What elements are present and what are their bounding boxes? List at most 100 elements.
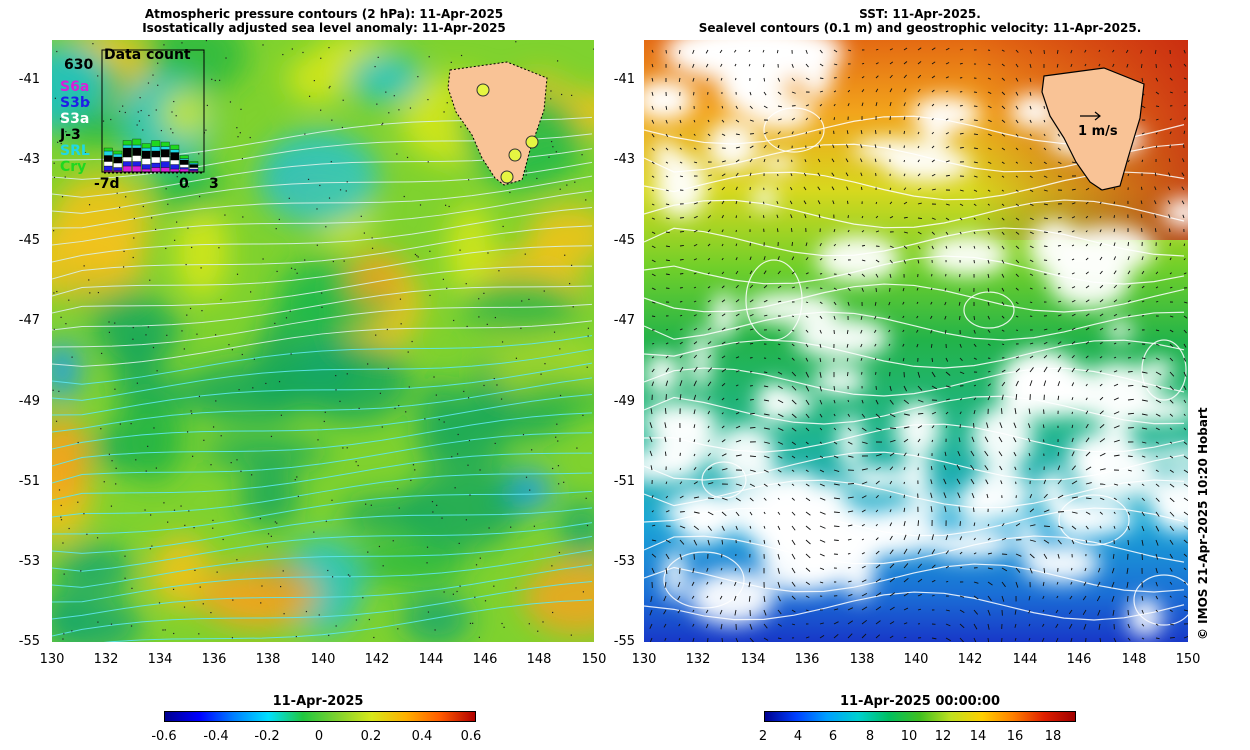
colorbar-tick: 0.2 <box>360 729 382 744</box>
inset-bar <box>141 143 151 149</box>
left-title: Atmospheric pressure contours (2 hPa): 1… <box>100 7 548 35</box>
y-tick: -51 <box>18 474 40 489</box>
x-tick: 134 <box>147 652 173 667</box>
inset-bar <box>160 146 170 150</box>
inset-bar <box>132 147 142 156</box>
x-tick: 134 <box>740 652 766 667</box>
colorbar-tick: 2 <box>758 729 768 744</box>
sea-level-colorbar <box>164 711 476 722</box>
inset-bar <box>160 161 170 168</box>
x-tick: 148 <box>1121 652 1147 667</box>
inset-bar <box>141 147 151 152</box>
tasmania-land <box>447 61 548 186</box>
inset-bar <box>170 152 180 161</box>
sst-colorbar <box>764 711 1076 722</box>
inset-bar <box>122 156 132 162</box>
inset-bar <box>122 165 132 173</box>
inset-bar <box>132 165 142 173</box>
y-tick: -41 <box>613 72 635 87</box>
colorbar-tick: -0.2 <box>254 729 280 744</box>
colorbar-tick: 18 <box>1044 729 1062 744</box>
inset-bar <box>179 159 189 165</box>
inset-bar <box>151 146 161 152</box>
x-tick: 150 <box>1175 652 1201 667</box>
inset-bar <box>113 167 123 171</box>
x-tick: 130 <box>39 652 65 667</box>
x-tick: 138 <box>849 652 875 667</box>
inset-max-count: 630 <box>64 57 94 73</box>
y-tick: -43 <box>613 152 635 167</box>
left-colorbar-title: 11-Apr-2025 <box>272 694 364 709</box>
inset-bar <box>179 164 189 168</box>
colorbar-tick: 0.6 <box>460 729 482 744</box>
x-tick: 150 <box>581 652 607 667</box>
inset-xtick-3: 3 <box>209 176 219 192</box>
colorbar-tick: 6 <box>828 729 838 744</box>
colorbar-tick: 8 <box>865 729 875 744</box>
colorbar-tick: 16 <box>1006 729 1024 744</box>
x-tick: 146 <box>472 652 498 667</box>
colorbar-tick: 4 <box>793 729 803 744</box>
inset-bar <box>160 141 170 147</box>
inset-bar <box>189 168 199 171</box>
inset-bar <box>122 140 132 146</box>
inset-legend-s3a: S3a <box>60 111 90 127</box>
velocity-scale-arrow <box>1080 111 1101 121</box>
x-tick: 138 <box>255 652 281 667</box>
inset-bar <box>189 164 199 168</box>
colorbar-tick: 12 <box>934 729 952 744</box>
inset-bar <box>170 164 180 170</box>
x-tick: 132 <box>93 652 119 667</box>
inset-bar <box>189 161 199 164</box>
colorbar-tick: -0.6 <box>151 729 177 744</box>
x-tick: 140 <box>310 652 336 667</box>
inset-bar <box>132 155 142 162</box>
inset-bar <box>103 165 113 171</box>
imos-credit: © IMOS 21-Apr-2025 10:20 Hobart <box>1196 407 1210 640</box>
colorbar-tick: 14 <box>969 729 987 744</box>
x-tick: 140 <box>903 652 929 667</box>
colorbar-tick: 0 <box>314 729 324 744</box>
y-tick: -53 <box>613 554 635 569</box>
y-tick: -49 <box>18 394 40 409</box>
inset-legend-s6a: S6a <box>60 79 90 95</box>
inset-bar <box>151 140 161 147</box>
y-tick: -55 <box>18 634 40 649</box>
y-tick: -53 <box>18 554 40 569</box>
sea-level-anomaly-map <box>52 40 594 642</box>
inset-bar <box>189 162 199 165</box>
sst-map <box>644 40 1188 642</box>
right-title-line1: SST: 11-Apr-2025. <box>859 7 981 21</box>
inset-bar <box>151 162 161 168</box>
inset-bar <box>103 147 113 152</box>
left-title-line1: Atmospheric pressure contours (2 hPa): 1… <box>144 7 504 21</box>
inset-bar <box>122 147 132 158</box>
y-tick: -49 <box>613 394 635 409</box>
inset-bar <box>141 150 151 159</box>
inset-title: Data count <box>104 47 191 63</box>
inset-bar <box>132 144 142 149</box>
colorbar-tick: -0.4 <box>203 729 229 744</box>
x-tick: 132 <box>685 652 711 667</box>
inset-bar <box>151 167 161 173</box>
inset-bar <box>141 164 151 170</box>
inset-bar <box>179 167 189 170</box>
inset-bar <box>113 156 123 164</box>
inset-legend-srl: SRL <box>60 143 90 159</box>
y-tick: -47 <box>18 313 40 328</box>
inset-bar <box>113 153 123 158</box>
tasmania-land-sst <box>1041 67 1145 191</box>
inset-xtick-minus7d: -7d <box>94 176 120 192</box>
inset-legend-j3: J-3 <box>60 127 81 143</box>
inset-legend-cry: Cry <box>60 159 87 175</box>
y-tick: -45 <box>613 233 635 248</box>
y-tick: -47 <box>613 313 635 328</box>
inset-bar <box>170 159 180 165</box>
tide-gauge-markers <box>476 83 539 184</box>
x-tick: 144 <box>418 652 444 667</box>
y-tick: -51 <box>613 474 635 489</box>
inset-bar <box>141 158 151 165</box>
x-tick: 146 <box>1066 652 1092 667</box>
inset-bar <box>113 162 123 168</box>
inset-bar <box>103 150 113 156</box>
